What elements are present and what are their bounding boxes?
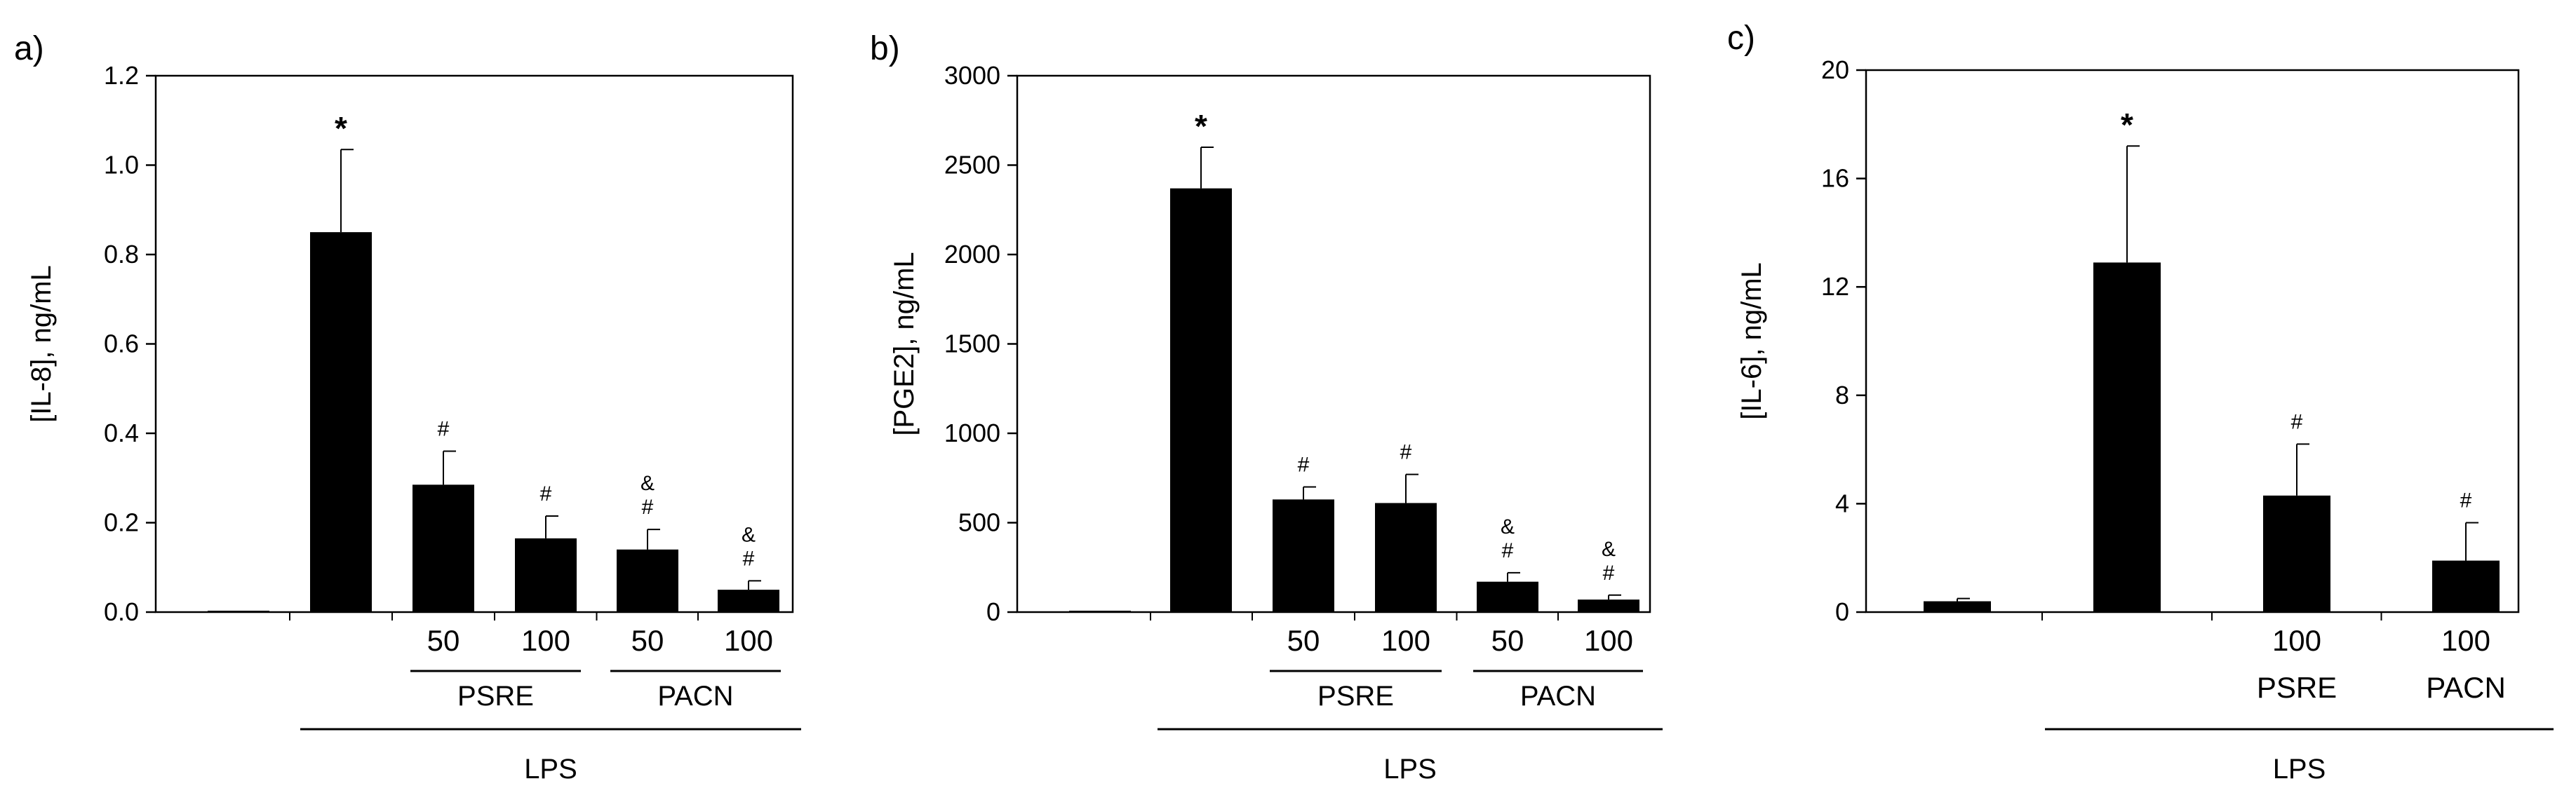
group-label: PSRE — [457, 681, 534, 712]
bar — [1170, 188, 1232, 612]
bar — [1578, 599, 1639, 612]
plot-frame — [1865, 69, 2520, 613]
significance-marker: * — [1195, 108, 1207, 144]
panel-label: c) — [1727, 20, 1755, 57]
chart-panel-3: c) 0 4 8 12 16 20 [IL-6], ng/mL * #100 PSRE #100 PAC… — [1727, 20, 2554, 785]
significance-marker: # — [642, 496, 654, 519]
x-tick-label: 50 — [1491, 624, 1524, 657]
significance-marker: & — [640, 472, 655, 495]
bar — [2093, 262, 2161, 612]
y-tick-label: 2500 — [944, 151, 1000, 179]
y-tick-label: 0.4 — [104, 419, 139, 447]
y-tick-label: 1.0 — [104, 151, 139, 179]
y-tick-label: 1500 — [944, 330, 1000, 358]
group-label: PSRE — [1317, 681, 1394, 712]
y-tick-label: 0.6 — [104, 330, 139, 358]
outer-group-label: LPS — [524, 754, 577, 785]
x-tick-label: 50 — [1287, 624, 1320, 657]
bar — [1477, 581, 1538, 612]
bar — [1273, 499, 1334, 612]
y-tick-label: 1000 — [944, 419, 1000, 447]
panel-label: b) — [870, 30, 900, 67]
x-group-label: PACN — [2426, 671, 2506, 704]
x-tick-label: 100 — [2441, 624, 2490, 657]
bar — [515, 538, 577, 612]
significance-marker: # — [1603, 562, 1615, 585]
y-tick-label: 2000 — [944, 240, 1000, 269]
y-tick-label: 3000 — [944, 61, 1000, 90]
y-tick-label: 0.0 — [104, 597, 139, 626]
significance-marker: # — [1502, 539, 1514, 562]
y-tick-label: 500 — [958, 508, 1000, 537]
bar — [718, 590, 779, 612]
bar — [412, 484, 474, 612]
bar — [617, 549, 678, 612]
significance-marker: # — [438, 418, 450, 441]
significance-marker: # — [743, 547, 755, 570]
x-tick-label: 100 — [1584, 624, 1633, 657]
significance-marker: * — [335, 110, 347, 147]
bar — [2432, 560, 2500, 612]
y-axis-label: [IL-8], ng/mL — [26, 265, 57, 423]
y-tick-label: 0.2 — [104, 508, 139, 537]
x-tick-label: 50 — [427, 624, 460, 657]
x-tick-label: 100 — [724, 624, 773, 657]
significance-marker: # — [540, 482, 552, 506]
y-tick-label: 8 — [1835, 381, 1849, 409]
bar — [2263, 495, 2330, 612]
bar — [1375, 503, 1437, 612]
significance-marker: & — [1501, 515, 1515, 538]
y-tick-label: 0 — [1835, 597, 1849, 626]
bar — [310, 232, 372, 612]
outer-group-label: LPS — [1383, 754, 1437, 785]
significance-marker: # — [1298, 454, 1310, 477]
y-axis-label: [IL-6], ng/mL — [1736, 262, 1767, 420]
y-tick-label: 16 — [1821, 164, 1849, 193]
significance-marker: * — [2121, 107, 2133, 143]
y-axis-label: [PGE2], ng/mL — [889, 252, 920, 435]
group-label: PACN — [1520, 681, 1596, 712]
significance-marker: # — [2460, 489, 2472, 512]
x-tick-label: 100 — [2272, 624, 2321, 657]
panel-label: a) — [14, 30, 44, 67]
significance-marker: # — [2291, 410, 2303, 433]
y-tick-label: 0 — [986, 597, 1000, 626]
y-tick-label: 12 — [1821, 272, 1849, 301]
bar — [1924, 601, 1991, 612]
group-label: PACN — [657, 681, 733, 712]
y-tick-label: 0.8 — [104, 240, 139, 269]
significance-marker: & — [1602, 538, 1616, 561]
x-tick-label: 50 — [631, 624, 664, 657]
bar — [1069, 611, 1131, 612]
y-tick-label: 4 — [1835, 489, 1849, 517]
chart-panel-2: b) 0 500 1000 1500 2000 2500 3000 [PGE2], ng/mL *… — [870, 30, 1663, 785]
y-tick-label: 1.2 — [104, 61, 139, 90]
significance-marker: # — [1400, 441, 1412, 464]
x-tick-label: 100 — [1381, 624, 1430, 657]
y-tick-label: 20 — [1821, 55, 1849, 84]
x-group-label: PSRE — [2257, 671, 2337, 704]
bar — [208, 611, 269, 612]
x-tick-label: 100 — [521, 624, 570, 657]
outer-group-label: LPS — [2273, 754, 2326, 785]
significance-marker: & — [742, 523, 756, 546]
chart-panel-1: a) 0.0 0.2 0.4 0.6 0.8 1.0 1.2 [IL-8], ng/mL * #50… — [14, 30, 801, 785]
